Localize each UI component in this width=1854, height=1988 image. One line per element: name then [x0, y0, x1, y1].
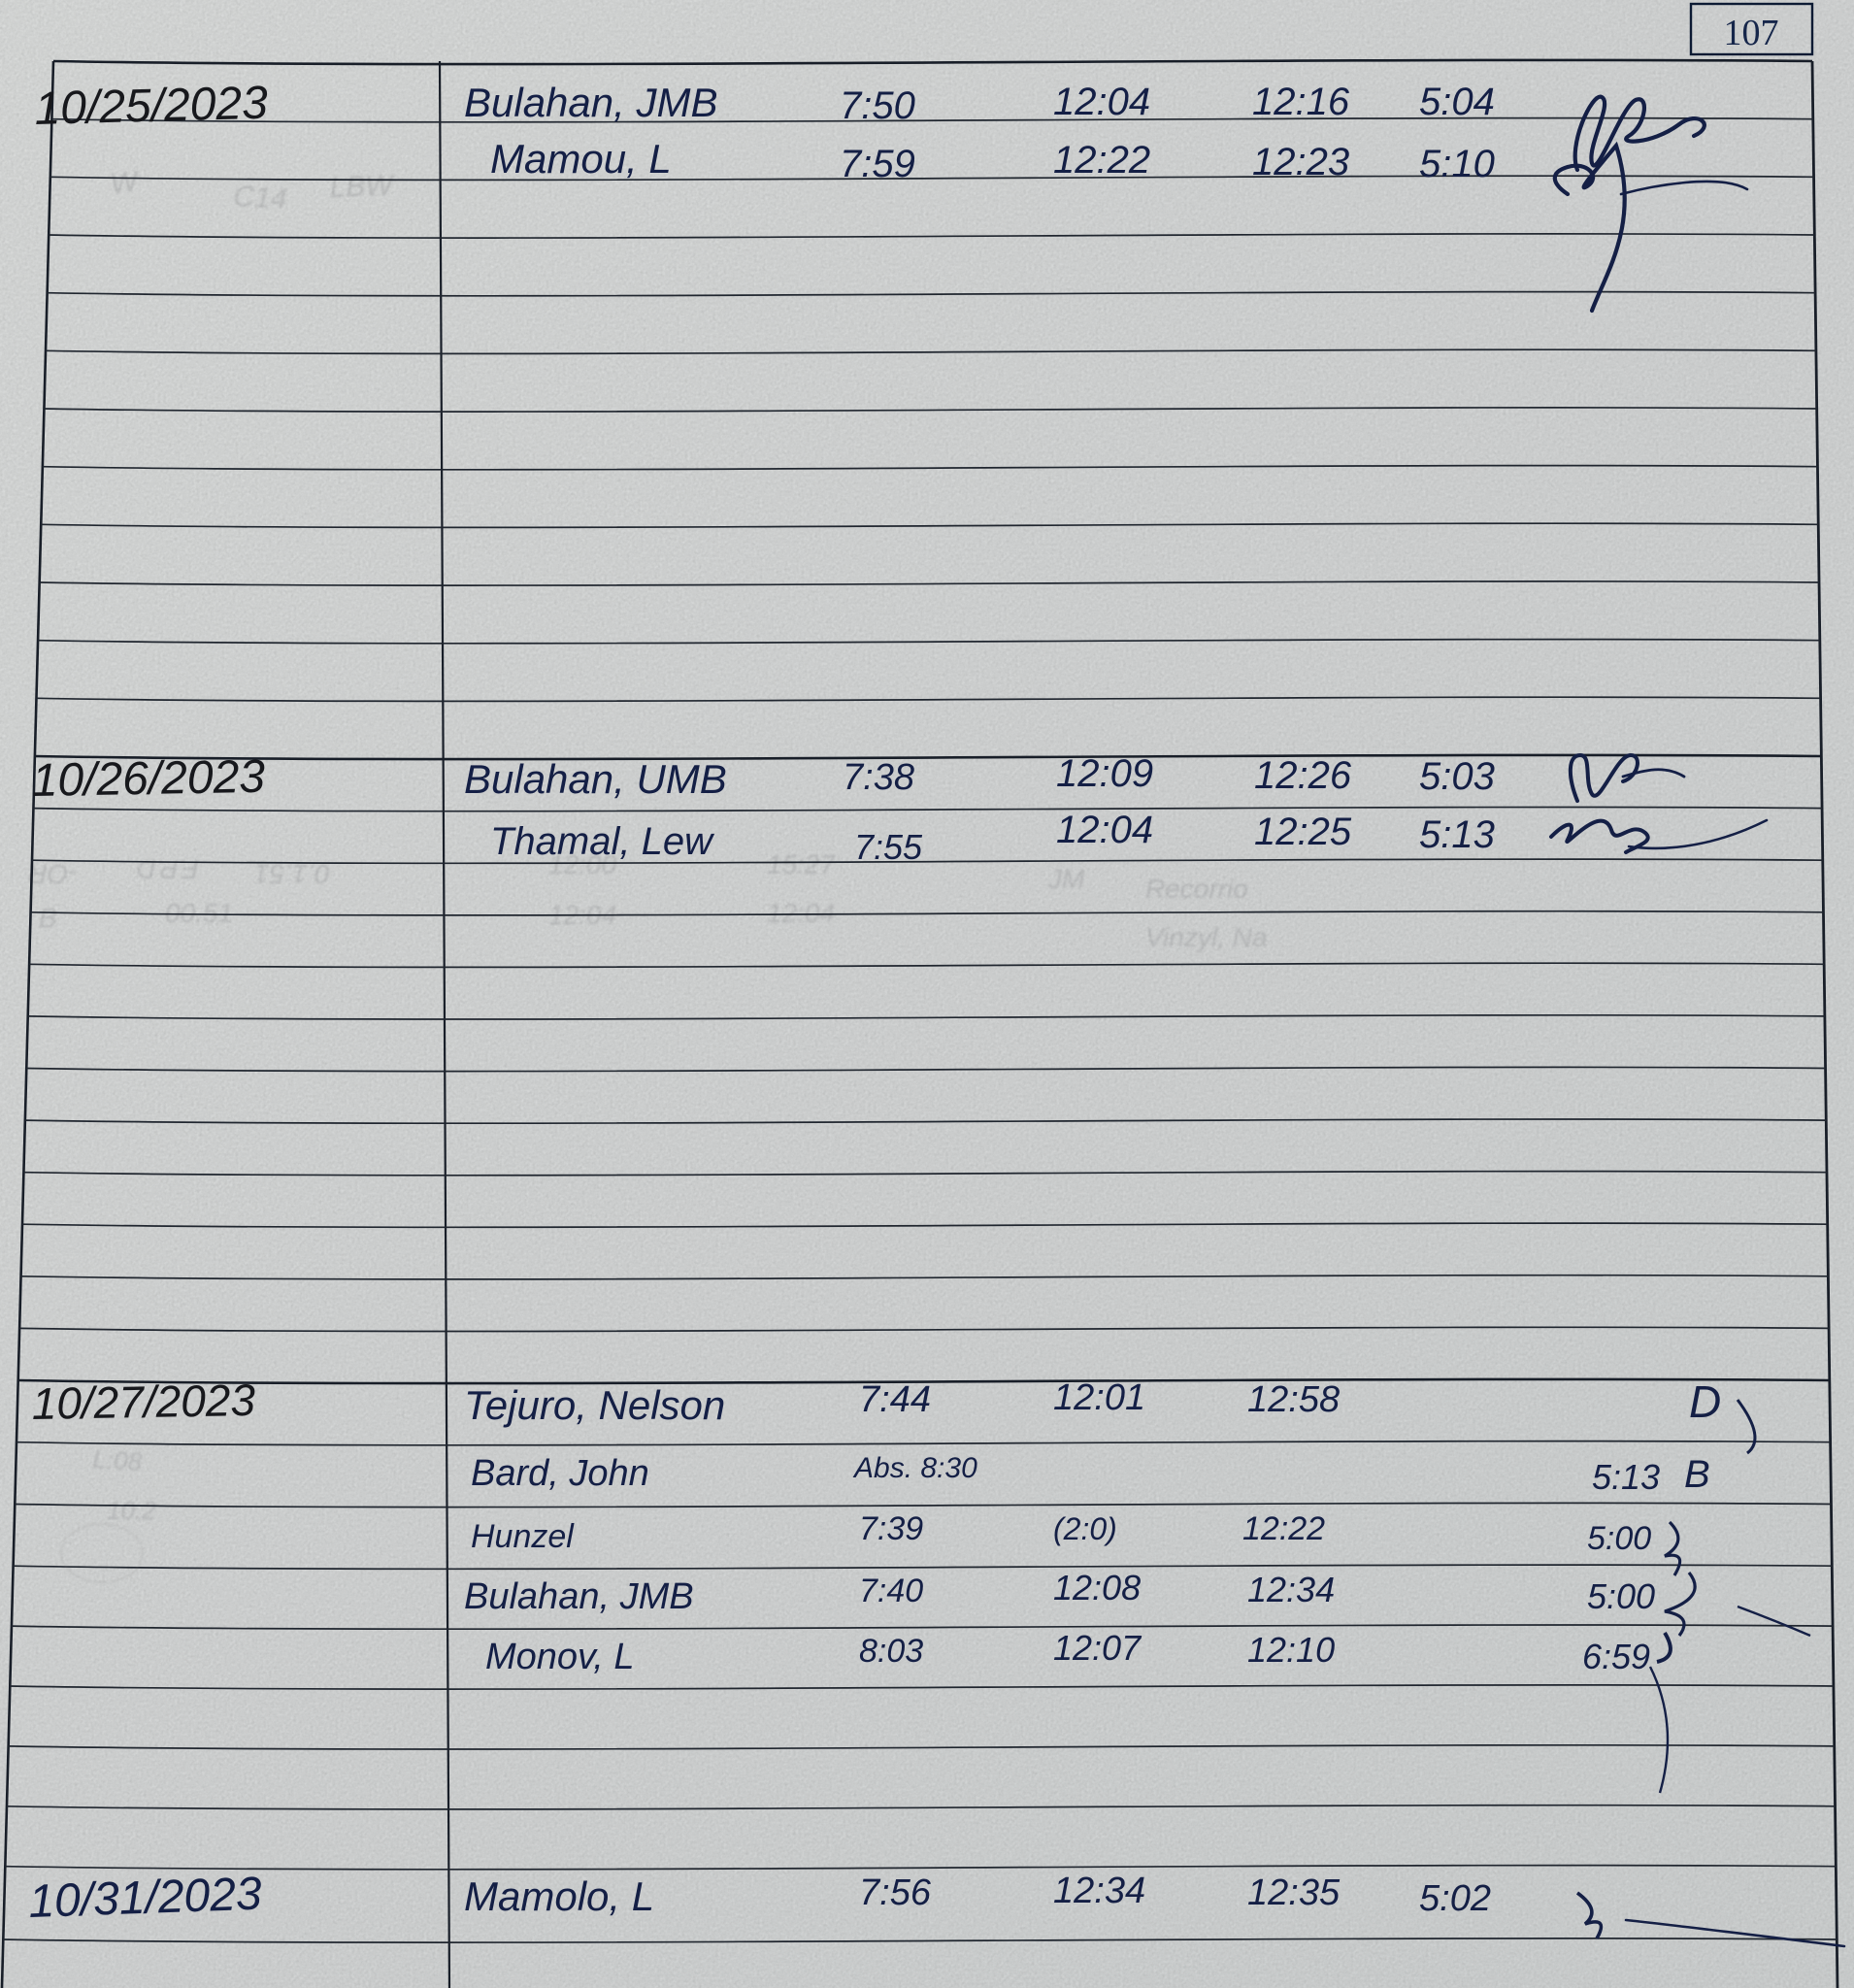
svg-text:Bulahan, JMB: Bulahan, JMB: [464, 1576, 694, 1617]
svg-text:Hunzel: Hunzel: [471, 1518, 575, 1555]
svg-text:Vinzyl, Na: Vinzyl, Na: [1145, 922, 1268, 952]
svg-text:12:01: 12:01: [1053, 1377, 1145, 1418]
svg-text:L:08: L:08: [92, 1444, 144, 1476]
svg-text:5:00: 5:00: [1587, 1576, 1655, 1616]
svg-text:5:04: 5:04: [1419, 81, 1495, 123]
svg-text:(2:0): (2:0): [1053, 1511, 1117, 1546]
svg-text:12:04: 12:04: [1056, 809, 1153, 851]
svg-text:Bard, John: Bard, John: [471, 1453, 649, 1494]
svg-text:Bulahan, JMB: Bulahan, JMB: [464, 80, 717, 125]
svg-text:12:04: 12:04: [767, 898, 835, 928]
svg-text:Mamolo, L: Mamolo, L: [464, 1873, 654, 1919]
svg-text:12:34: 12:34: [1247, 1570, 1335, 1609]
svg-text:5:13: 5:13: [1592, 1457, 1660, 1497]
svg-text:7:44: 7:44: [859, 1379, 931, 1420]
svg-text:107: 107: [1724, 13, 1779, 53]
svg-text:Recorrio: Recorrio: [1145, 874, 1248, 904]
svg-text:12:16: 12:16: [1252, 81, 1350, 123]
svg-text:7:55: 7:55: [854, 827, 923, 867]
svg-text:7:59: 7:59: [840, 143, 915, 185]
svg-text:12:35: 12:35: [1247, 1872, 1341, 1913]
svg-text:10/27/2023: 10/27/2023: [31, 1375, 256, 1429]
svg-text:Monov, L: Monov, L: [485, 1637, 634, 1677]
svg-text:12:09: 12:09: [1056, 752, 1153, 795]
svg-text:12:58: 12:58: [1247, 1379, 1340, 1420]
svg-text:12:08: 12:08: [1053, 1568, 1141, 1607]
svg-text:12:26: 12:26: [1254, 754, 1352, 797]
svg-text:5:02: 5:02: [1419, 1878, 1491, 1919]
svg-text:0.1.51: 0.1.51: [254, 859, 330, 889]
svg-text:12:00: 12:00: [548, 849, 616, 879]
svg-text:B: B: [1684, 1453, 1710, 1496]
svg-text:7:38: 7:38: [843, 757, 914, 798]
svg-text:10.2: 10.2: [107, 1496, 156, 1525]
svg-text:7:40: 7:40: [859, 1573, 923, 1609]
svg-text:7:56: 7:56: [859, 1872, 932, 1913]
svg-text:12:10: 12:10: [1247, 1630, 1335, 1670]
svg-text:00.51: 00.51: [165, 898, 233, 928]
svg-text:12:22: 12:22: [1242, 1510, 1325, 1547]
svg-text:Tejuro, Nelson: Tejuro, Nelson: [464, 1382, 725, 1428]
svg-text:6:59: 6:59: [1582, 1637, 1650, 1676]
svg-text:15:27: 15:27: [767, 849, 836, 879]
svg-text:Abs. 8:30: Abs. 8:30: [852, 1452, 977, 1484]
svg-text:12:34: 12:34: [1053, 1871, 1145, 1911]
svg-text:C14: C14: [233, 181, 288, 215]
svg-text:8:03: 8:03: [859, 1633, 923, 1670]
svg-text:LBW: LBW: [329, 170, 396, 204]
svg-text:12:04: 12:04: [548, 900, 616, 930]
svg-text:5:13: 5:13: [1419, 813, 1495, 856]
svg-text:10/26/2023: 10/26/2023: [31, 751, 265, 807]
svg-text:B: B: [39, 903, 57, 933]
svg-text:12:07: 12:07: [1053, 1628, 1142, 1668]
svg-text:5:03: 5:03: [1419, 755, 1495, 798]
svg-text:5:10: 5:10: [1419, 143, 1495, 185]
svg-text:Mamou, L: Mamou, L: [490, 136, 672, 182]
svg-text:D: D: [1689, 1376, 1721, 1427]
svg-text:12:04: 12:04: [1053, 81, 1150, 123]
svg-text:7:50: 7:50: [840, 84, 915, 127]
svg-text:5:00: 5:00: [1587, 1520, 1651, 1557]
svg-text:10/31/2023: 10/31/2023: [28, 1869, 263, 1928]
svg-text:-OR: -OR: [28, 859, 78, 889]
svg-text:7:39: 7:39: [859, 1510, 923, 1547]
svg-text:Bulahan, UMB: Bulahan, UMB: [464, 756, 727, 802]
svg-text:JM: JM: [1047, 864, 1085, 894]
svg-text:12:25: 12:25: [1254, 811, 1352, 853]
svg-text:12:23: 12:23: [1252, 141, 1349, 183]
svg-text:F.P.D: F.P.D: [137, 854, 199, 884]
svg-text:10/25/2023: 10/25/2023: [34, 78, 269, 135]
svg-text:12:22: 12:22: [1053, 139, 1150, 182]
